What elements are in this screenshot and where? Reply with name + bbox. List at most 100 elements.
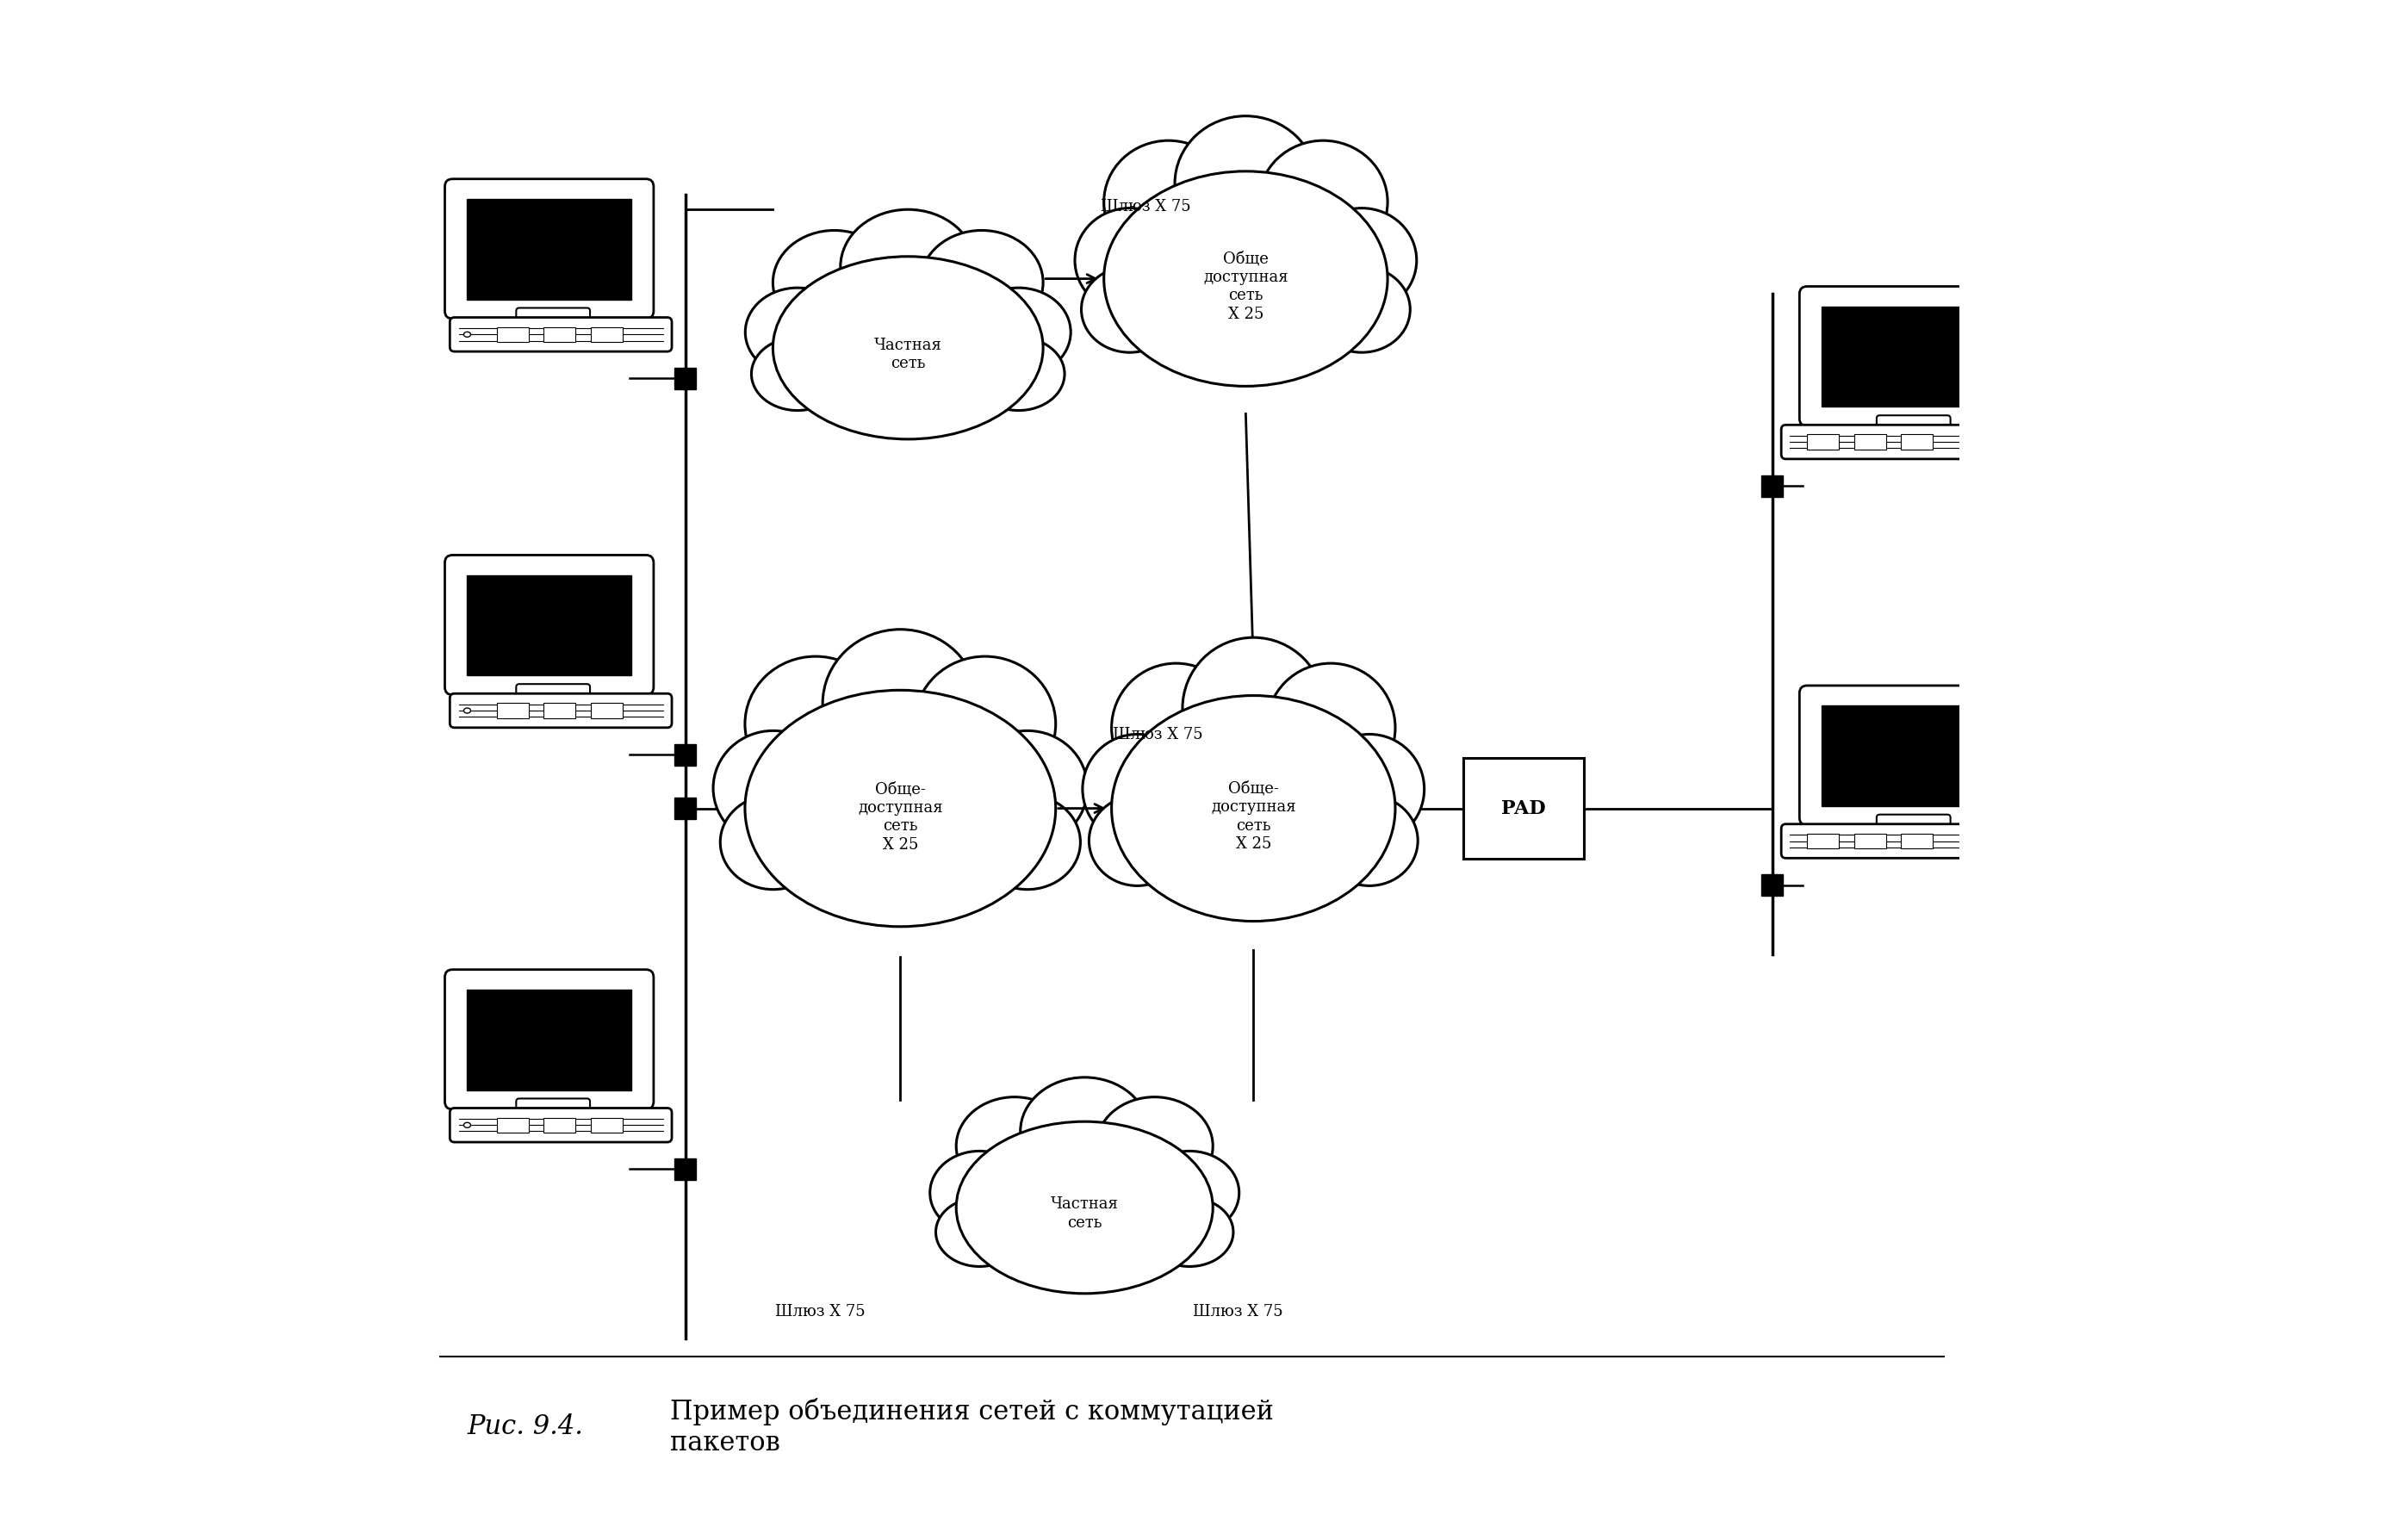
Ellipse shape <box>772 257 1044 439</box>
FancyBboxPatch shape <box>675 1158 696 1180</box>
Ellipse shape <box>744 656 887 792</box>
FancyBboxPatch shape <box>517 1098 589 1113</box>
FancyBboxPatch shape <box>1855 434 1886 450</box>
Ellipse shape <box>842 209 975 325</box>
Ellipse shape <box>1082 266 1178 353</box>
Ellipse shape <box>1306 208 1416 313</box>
Ellipse shape <box>975 795 1080 890</box>
Text: Шлюз Х 75: Шлюз Х 75 <box>1192 1304 1283 1320</box>
FancyBboxPatch shape <box>1807 833 1838 849</box>
Ellipse shape <box>822 630 977 778</box>
Ellipse shape <box>1147 1198 1233 1266</box>
Ellipse shape <box>937 1198 1023 1266</box>
FancyBboxPatch shape <box>1800 286 2007 427</box>
Ellipse shape <box>746 288 849 376</box>
Ellipse shape <box>966 288 1070 376</box>
Ellipse shape <box>744 690 1056 927</box>
Ellipse shape <box>772 231 896 334</box>
Text: Обще-
доступная
сеть
Х 25: Обще- доступная сеть Х 25 <box>858 781 942 852</box>
Text: Шлюз Х 75: Шлюз Х 75 <box>1101 199 1192 214</box>
Ellipse shape <box>1111 664 1240 792</box>
FancyBboxPatch shape <box>446 554 653 695</box>
Ellipse shape <box>1140 1150 1240 1235</box>
Ellipse shape <box>1321 796 1418 885</box>
FancyBboxPatch shape <box>1821 705 1986 805</box>
Ellipse shape <box>1259 140 1387 263</box>
Ellipse shape <box>968 730 1087 845</box>
Ellipse shape <box>713 730 834 845</box>
Ellipse shape <box>1306 208 1416 313</box>
Ellipse shape <box>968 730 1087 845</box>
Ellipse shape <box>1104 171 1387 387</box>
Text: Пример объединения сетей с коммутацией
пакетов: Пример объединения сетей с коммутацией п… <box>670 1398 1273 1457</box>
Ellipse shape <box>937 1198 1023 1266</box>
FancyBboxPatch shape <box>467 576 632 676</box>
Ellipse shape <box>1111 664 1240 792</box>
Text: PAD: PAD <box>1502 799 1545 818</box>
FancyBboxPatch shape <box>1800 685 2007 825</box>
Ellipse shape <box>915 656 1056 792</box>
Ellipse shape <box>1983 439 1988 445</box>
Ellipse shape <box>1104 171 1387 387</box>
Ellipse shape <box>1321 796 1418 885</box>
Ellipse shape <box>1082 735 1192 844</box>
FancyBboxPatch shape <box>1807 434 1838 450</box>
Ellipse shape <box>973 337 1066 411</box>
Ellipse shape <box>930 1150 1030 1235</box>
Ellipse shape <box>465 708 470 713</box>
Ellipse shape <box>920 231 1044 334</box>
Ellipse shape <box>744 656 887 792</box>
FancyBboxPatch shape <box>544 326 575 342</box>
Ellipse shape <box>1075 208 1185 313</box>
Ellipse shape <box>1182 638 1326 779</box>
Ellipse shape <box>713 730 834 845</box>
FancyBboxPatch shape <box>675 368 696 390</box>
Ellipse shape <box>956 1096 1073 1195</box>
Ellipse shape <box>1983 838 1988 844</box>
FancyBboxPatch shape <box>591 326 622 342</box>
FancyBboxPatch shape <box>496 704 529 718</box>
FancyBboxPatch shape <box>517 684 589 699</box>
FancyBboxPatch shape <box>467 990 632 1090</box>
FancyBboxPatch shape <box>446 179 653 319</box>
FancyBboxPatch shape <box>1781 824 2003 858</box>
FancyBboxPatch shape <box>451 317 672 351</box>
Ellipse shape <box>744 690 1056 927</box>
Text: Частная
сеть: Частная сеть <box>875 337 942 371</box>
FancyBboxPatch shape <box>591 704 622 718</box>
Text: Шлюз Х 75: Шлюз Х 75 <box>1113 727 1204 742</box>
FancyBboxPatch shape <box>1762 875 1783 896</box>
Ellipse shape <box>1020 1078 1149 1186</box>
Ellipse shape <box>1140 1150 1240 1235</box>
FancyBboxPatch shape <box>1762 476 1783 497</box>
Ellipse shape <box>915 656 1056 792</box>
FancyBboxPatch shape <box>1855 833 1886 849</box>
Ellipse shape <box>1314 266 1411 353</box>
Ellipse shape <box>1111 696 1395 921</box>
Ellipse shape <box>1104 140 1233 263</box>
FancyBboxPatch shape <box>1781 425 2003 459</box>
Ellipse shape <box>1266 664 1395 792</box>
Ellipse shape <box>973 337 1066 411</box>
Ellipse shape <box>720 795 827 890</box>
Ellipse shape <box>956 1121 1213 1294</box>
FancyBboxPatch shape <box>496 326 529 342</box>
Ellipse shape <box>930 1150 1030 1235</box>
Ellipse shape <box>956 1121 1213 1294</box>
Ellipse shape <box>1089 796 1185 885</box>
Ellipse shape <box>1082 266 1178 353</box>
Ellipse shape <box>746 288 849 376</box>
Ellipse shape <box>842 209 975 325</box>
Ellipse shape <box>1097 1096 1213 1195</box>
Ellipse shape <box>1089 796 1185 885</box>
FancyBboxPatch shape <box>1900 833 1933 849</box>
Ellipse shape <box>720 795 827 890</box>
Ellipse shape <box>1082 735 1192 844</box>
FancyBboxPatch shape <box>675 798 696 819</box>
Text: Обще
доступная
сеть
Х 25: Обще доступная сеть Х 25 <box>1204 251 1287 322</box>
Ellipse shape <box>1147 1198 1233 1266</box>
Text: Частная
сеть: Частная сеть <box>1051 1197 1118 1230</box>
FancyBboxPatch shape <box>1876 416 1950 430</box>
Ellipse shape <box>1097 1096 1213 1195</box>
FancyBboxPatch shape <box>1821 306 1986 407</box>
